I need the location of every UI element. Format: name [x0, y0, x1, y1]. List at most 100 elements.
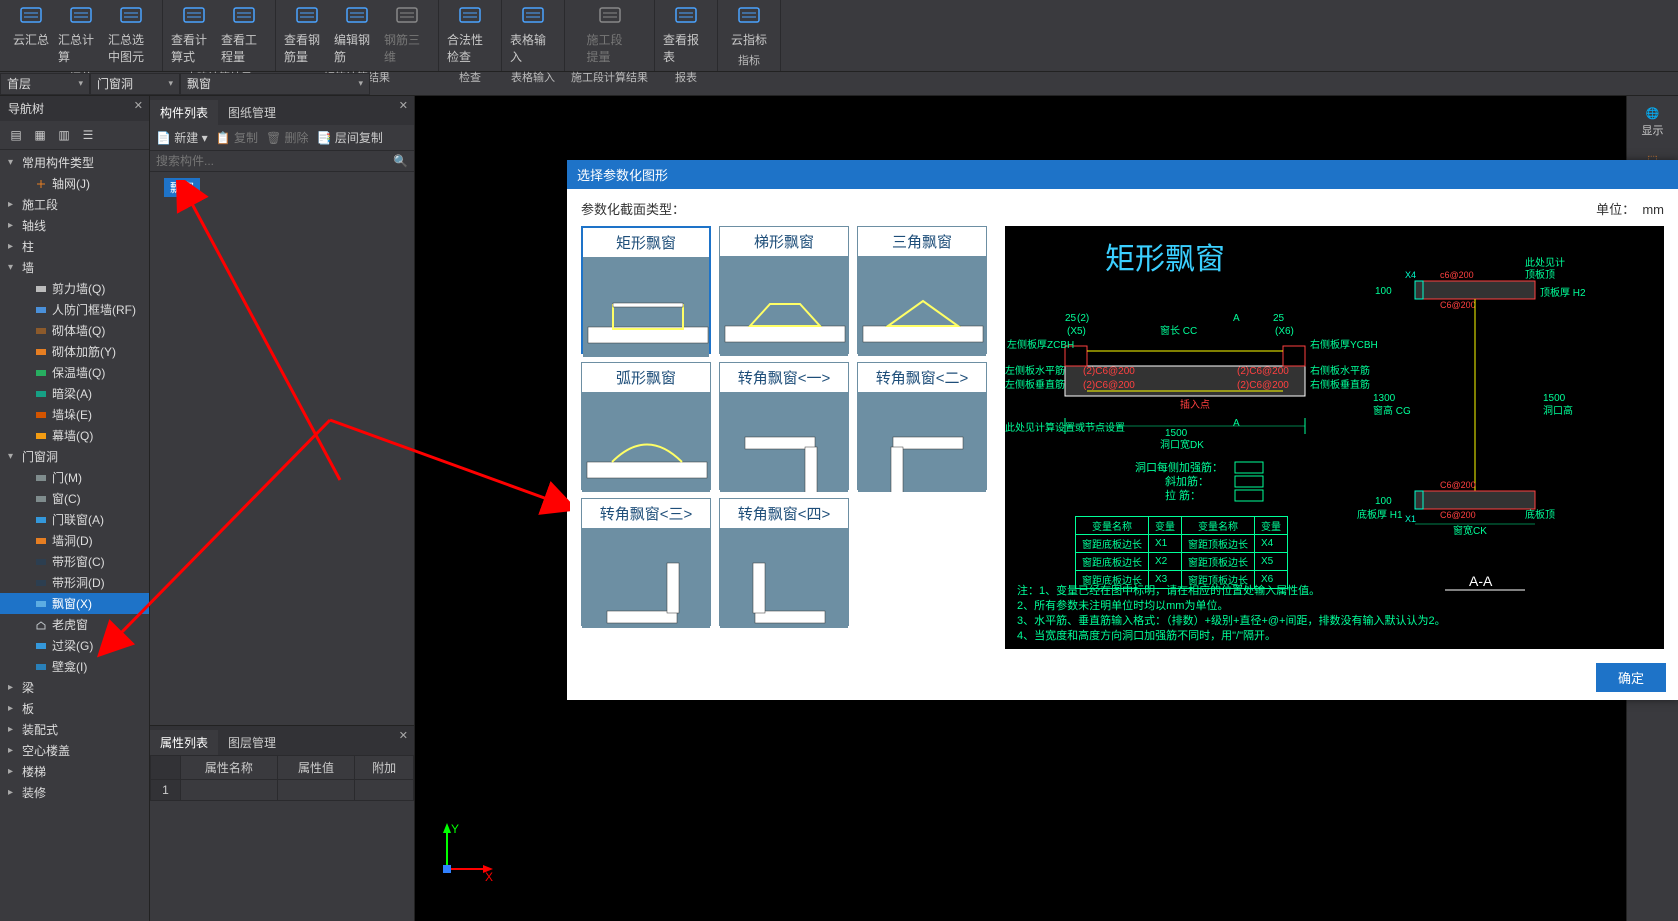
- ribbon-btn-v_rebar[interactable]: 查看钢筋量: [282, 2, 332, 67]
- svg-text:25: 25: [1065, 313, 1077, 324]
- nav-group-施工段[interactable]: ▸施工段: [0, 194, 149, 215]
- nav-tool-4[interactable]: ☰: [78, 125, 98, 145]
- comp-tree[interactable]: 飘窗: [150, 172, 414, 725]
- nav-item-icon: [34, 576, 48, 590]
- comp-delete-button[interactable]: 🗑 删除: [266, 129, 309, 146]
- nav-item-icon: [34, 639, 48, 653]
- ribbon-btn-cloud_idx[interactable]: 云指标: [724, 2, 774, 50]
- svg-text:A-A: A-A: [1469, 573, 1493, 589]
- nav-item[interactable]: 保温墙(Q): [0, 362, 149, 383]
- nav-group-板[interactable]: ▸板: [0, 698, 149, 719]
- nav-group-空心楼盖[interactable]: ▸空心楼盖: [0, 740, 149, 761]
- ribbon-btn-sum_calc[interactable]: 汇总计算: [56, 2, 106, 67]
- nav-item[interactable]: 幕墙(Q): [0, 425, 149, 446]
- thumb-pic: [720, 528, 848, 628]
- svg-text:右侧板水平筋: 右侧板水平筋: [1310, 364, 1370, 377]
- nav-tool-3[interactable]: ▥: [54, 125, 74, 145]
- nav-item[interactable]: 带形窗(C): [0, 551, 149, 572]
- comp-search-input[interactable]: [156, 154, 393, 168]
- thumb-arc[interactable]: 弧形飘窗: [581, 362, 711, 490]
- nav-group-常用构件类型[interactable]: ▾常用构件类型: [0, 152, 149, 173]
- nav-tree[interactable]: ▾常用构件类型轴网(J)▸施工段▸轴线▸柱▾墙剪力墙(Q)人防门框墙(RF)砌体…: [0, 150, 149, 921]
- nav-group-装修[interactable]: ▸装修: [0, 782, 149, 803]
- nav-group-柱[interactable]: ▸柱: [0, 236, 149, 257]
- prop-close-icon[interactable]: ✕: [399, 729, 408, 742]
- nav-tool-1[interactable]: ▤: [6, 125, 26, 145]
- component-select[interactable]: 飘窗▾: [180, 73, 370, 95]
- nav-close-icon[interactable]: ✕: [134, 99, 143, 112]
- ribbon-btn-cloud_sum[interactable]: 云汇总: [6, 2, 56, 67]
- nav-group-门窗洞[interactable]: ▾门窗洞: [0, 446, 149, 467]
- thumb-pic: [582, 528, 710, 628]
- dialog-title: 选择参数化图形: [567, 160, 1678, 189]
- nav-group-装配式[interactable]: ▸装配式: [0, 719, 149, 740]
- svg-text:窗高 CG: 窗高 CG: [1373, 404, 1411, 417]
- ribbon-btn-v_qty[interactable]: 查看工程量: [219, 2, 269, 67]
- comp-copy-button[interactable]: 📋 复制: [216, 129, 258, 146]
- thumb-rect[interactable]: 矩形飘窗: [581, 226, 711, 354]
- nav-item[interactable]: 门联窗(A): [0, 509, 149, 530]
- ribbon-btn-tbl_in[interactable]: 表格输入: [508, 2, 558, 67]
- prop-row-1-ext[interactable]: [355, 780, 414, 801]
- nav-item[interactable]: 剪力墙(Q): [0, 278, 149, 299]
- nav-item[interactable]: 墙洞(D): [0, 530, 149, 551]
- nav-item[interactable]: 砌体墙(Q): [0, 320, 149, 341]
- nav-title: 导航树 ✕: [0, 96, 149, 121]
- nav-item[interactable]: 壁龛(I): [0, 656, 149, 677]
- prop-row-1-val[interactable]: [277, 780, 355, 801]
- nav-item[interactable]: 过梁(G): [0, 635, 149, 656]
- prop-row-1-name[interactable]: [181, 780, 278, 801]
- nav-item[interactable]: 轴网(J): [0, 173, 149, 194]
- tab-drawing-mgmt[interactable]: 图纸管理: [218, 100, 286, 125]
- ok-button[interactable]: 确定: [1596, 663, 1666, 692]
- nav-item-label: 飘窗(X): [52, 595, 92, 612]
- nav-item[interactable]: 带形洞(D): [0, 572, 149, 593]
- ribbon-btn-e_rebar[interactable]: 编辑钢筋: [332, 2, 382, 67]
- ribbon-btn-label: 编辑钢筋: [334, 31, 380, 65]
- nav-item[interactable]: 门(M): [0, 467, 149, 488]
- nav-item[interactable]: 老虎窗: [0, 614, 149, 635]
- nav-item[interactable]: 窗(C): [0, 488, 149, 509]
- ribbon-icon: [456, 4, 484, 28]
- ribbon-btn-v_calc[interactable]: 查看计算式: [169, 2, 219, 67]
- var-table: 变量名称变量变量名称变量 窗距底板边长X1窗距顶板边长X4窗距底板边长X2窗距顶…: [1075, 516, 1288, 589]
- thumb-corner2[interactable]: 转角飘窗<二>: [857, 362, 987, 490]
- nav-item-icon: [34, 408, 48, 422]
- thumb-corner1[interactable]: 转角飘窗<一>: [719, 362, 849, 490]
- tab-prop-list[interactable]: 属性列表: [150, 730, 218, 755]
- category-select[interactable]: 门窗洞▾: [90, 73, 180, 95]
- comp-floorcopy-button[interactable]: 📑 层间复制: [317, 129, 383, 146]
- svg-text:右侧板厚YCBH: 右侧板厚YCBH: [1310, 338, 1378, 351]
- nav-item-icon: [34, 303, 48, 317]
- ribbon-icon: [672, 4, 700, 28]
- thumb-trap[interactable]: 梯形飘窗: [719, 226, 849, 354]
- nav-group-轴线[interactable]: ▸轴线: [0, 215, 149, 236]
- nav-tool-2[interactable]: ▦: [30, 125, 50, 145]
- ribbon-btn-report[interactable]: 查看报表: [661, 2, 711, 67]
- nav-group-梁[interactable]: ▸梁: [0, 677, 149, 698]
- thumb-tri[interactable]: 三角飘窗: [857, 226, 987, 354]
- comp-close-icon[interactable]: ✕: [399, 99, 408, 112]
- comp-item-piaochuang[interactable]: 飘窗: [164, 178, 200, 197]
- ribbon-btn-label: 查看计算式: [171, 31, 217, 65]
- svg-text:A: A: [1233, 418, 1240, 429]
- comp-new-button[interactable]: 📄 新建 ▾: [156, 129, 208, 146]
- tab-layer-mgmt[interactable]: 图层管理: [218, 730, 286, 755]
- nav-item-icon: [34, 660, 48, 674]
- svg-text:C6@200: C6@200: [1440, 300, 1476, 310]
- nav-item[interactable]: 人防门框墙(RF): [0, 299, 149, 320]
- thumb-corner3[interactable]: 转角飘窗<三>: [581, 498, 711, 626]
- nav-item[interactable]: 墙垛(E): [0, 404, 149, 425]
- nav-group-楼梯[interactable]: ▸楼梯: [0, 761, 149, 782]
- ribbon-btn-sum_sel[interactable]: 汇总选中图元: [106, 2, 156, 67]
- ribbon-btn-legal[interactable]: 合法性检查: [445, 2, 495, 67]
- floor-select[interactable]: 首层▾: [0, 73, 90, 95]
- nav-item[interactable]: 暗梁(A): [0, 383, 149, 404]
- nav-group-墙[interactable]: ▾墙: [0, 257, 149, 278]
- right-btn-display[interactable]: 🌐 显示: [1632, 102, 1674, 142]
- search-icon[interactable]: 🔍: [393, 154, 408, 168]
- tab-component-list[interactable]: 构件列表: [150, 100, 218, 125]
- nav-item[interactable]: 砌体加筋(Y): [0, 341, 149, 362]
- nav-item[interactable]: 飘窗(X): [0, 593, 149, 614]
- thumb-corner4[interactable]: 转角飘窗<四>: [719, 498, 849, 626]
